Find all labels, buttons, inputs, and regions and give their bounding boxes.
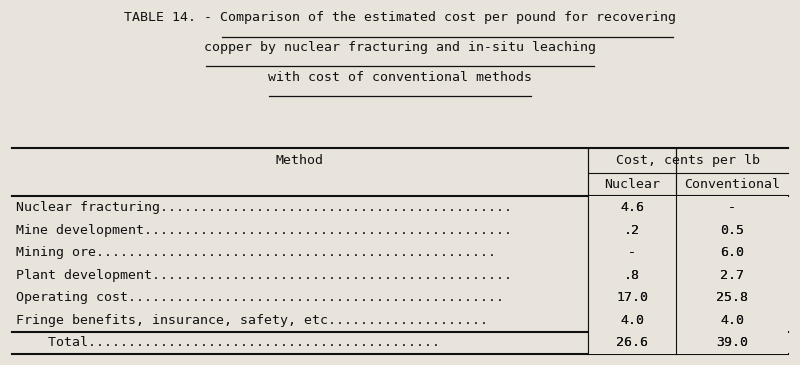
Text: 17.0: 17.0 (616, 291, 648, 304)
Text: 4.0: 4.0 (620, 314, 644, 327)
Text: 4.0: 4.0 (720, 314, 744, 327)
Text: 4.6: 4.6 (620, 201, 644, 214)
Text: 6.0: 6.0 (720, 246, 744, 259)
Text: 39.0: 39.0 (716, 336, 748, 349)
Text: Nuclear fracturing............................................: Nuclear fracturing......................… (16, 201, 512, 214)
Text: Total............................................: Total...................................… (16, 336, 440, 349)
Text: .8: .8 (624, 269, 640, 282)
Text: 26.6: 26.6 (616, 336, 648, 349)
Text: Conventional: Conventional (684, 178, 780, 191)
Text: Operating cost...............................................: Operating cost..........................… (16, 291, 504, 304)
Text: 2.7: 2.7 (720, 269, 744, 282)
Text: 2.7: 2.7 (720, 269, 744, 282)
Text: Mining ore..................................................: Mining ore..............................… (16, 246, 496, 259)
Text: Mine development..............................................: Mine development........................… (16, 224, 512, 237)
Text: 26.6: 26.6 (616, 336, 648, 349)
Text: 25.8: 25.8 (716, 291, 748, 304)
Text: Plant development.............................................: Plant development.......................… (16, 269, 512, 282)
Text: -: - (728, 201, 736, 214)
Text: copper by nuclear fracturing and in-situ leaching: copper by nuclear fracturing and in-situ… (204, 41, 596, 54)
Text: 4.0: 4.0 (620, 314, 644, 327)
Text: .8: .8 (624, 269, 640, 282)
Text: -: - (628, 246, 636, 259)
Text: 39.0: 39.0 (716, 336, 748, 349)
Text: Nuclear: Nuclear (604, 178, 660, 191)
Text: 25.8: 25.8 (716, 291, 748, 304)
Text: 4.6: 4.6 (620, 201, 644, 214)
Text: .2: .2 (624, 224, 640, 237)
Text: 6.0: 6.0 (720, 246, 744, 259)
Text: with cost of conventional methods: with cost of conventional methods (268, 71, 532, 84)
Text: TABLE 14. - Comparison of the estimated cost per pound for recovering: TABLE 14. - Comparison of the estimated … (124, 11, 676, 24)
Text: -: - (728, 201, 736, 214)
Text: Cost, cents per lb: Cost, cents per lb (616, 154, 760, 167)
Text: Fringe benefits, insurance, safety, etc....................: Fringe benefits, insurance, safety, etc.… (16, 314, 488, 327)
Text: 0.5: 0.5 (720, 224, 744, 237)
Text: Method: Method (276, 154, 324, 167)
Text: 0.5: 0.5 (720, 224, 744, 237)
Text: .2: .2 (624, 224, 640, 237)
Text: 4.0: 4.0 (720, 314, 744, 327)
Text: -: - (628, 246, 636, 259)
Text: 17.0: 17.0 (616, 291, 648, 304)
